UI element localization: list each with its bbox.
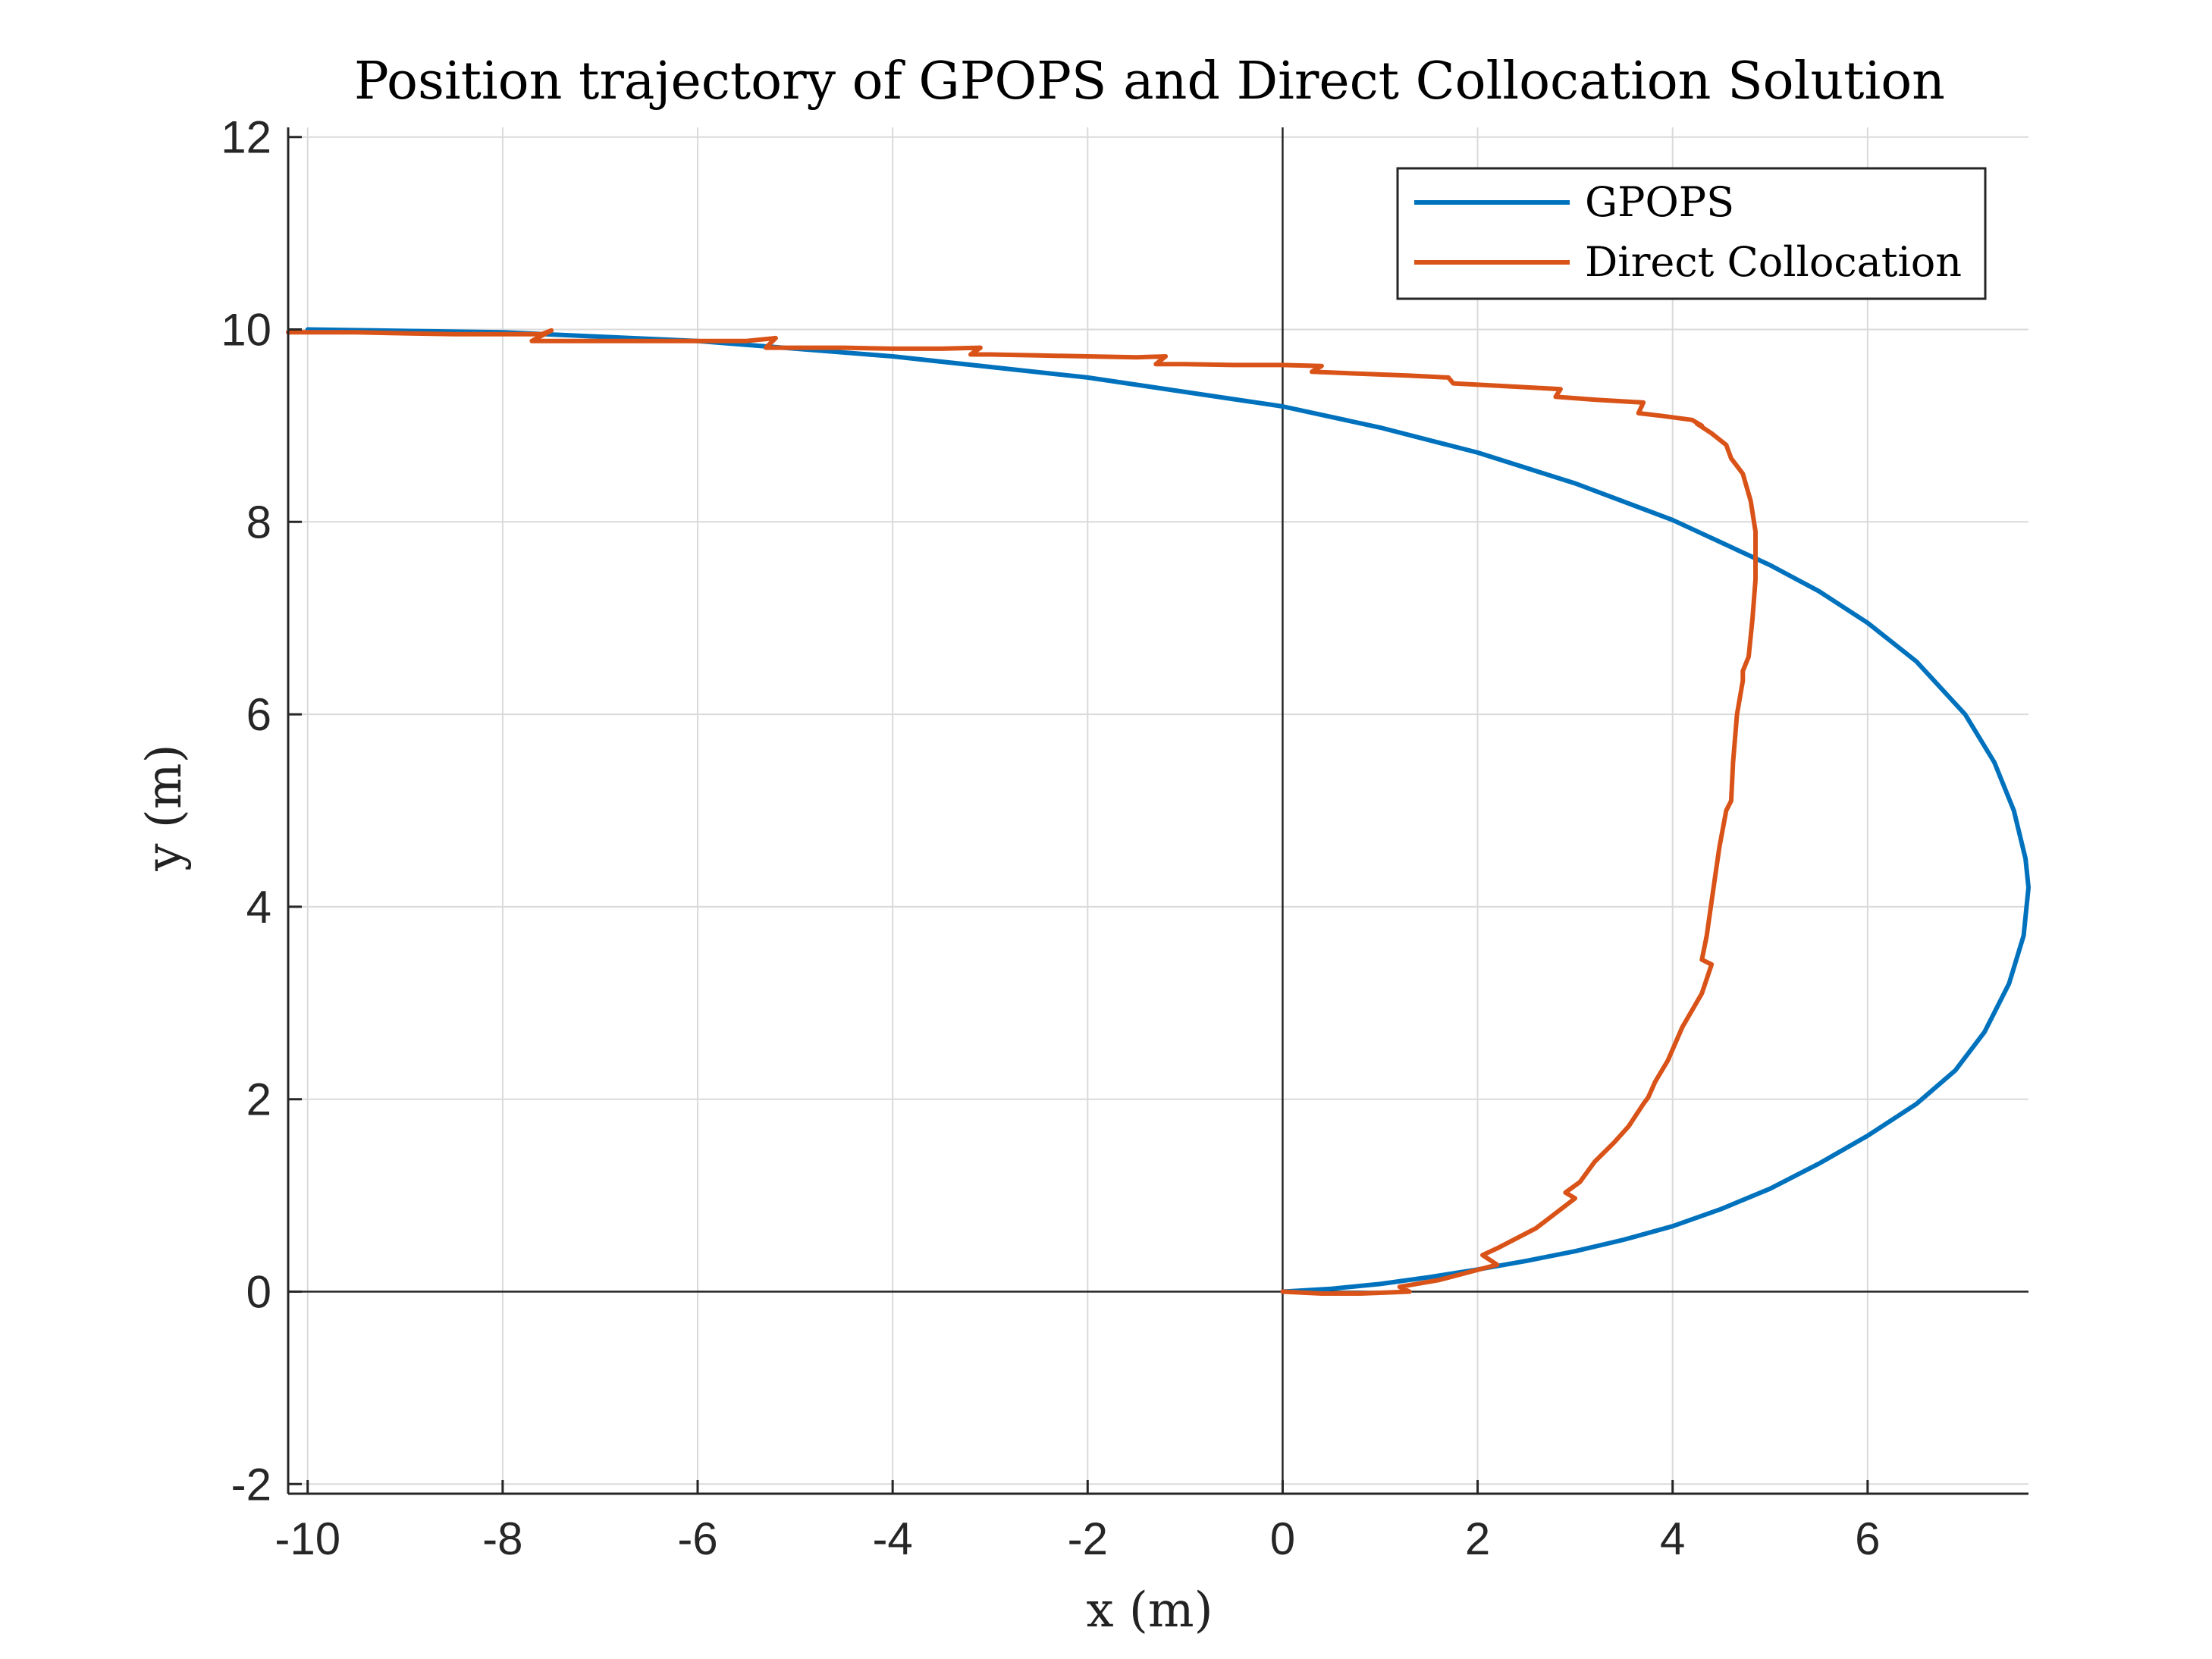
series-line-gpops — [305, 327, 2031, 1294]
y-tick-label: 10 — [221, 304, 271, 355]
x-tick-label: 0 — [1270, 1513, 1295, 1564]
legend-label-gpops: GPOPS — [1585, 178, 1734, 226]
plot-area: -10 -8 -6 -4 -2 0 2 4 6 -2 0 2 4 6 8 10 12 — [221, 112, 2031, 1564]
x-tick-label: 6 — [1855, 1513, 1880, 1564]
x-axis-label: x (m) — [1086, 1582, 1213, 1639]
y-tick-label: 12 — [221, 112, 271, 163]
legend: GPOPS Direct Collocation — [1396, 167, 1987, 300]
x-tick-label: 2 — [1465, 1513, 1490, 1564]
y-tick-label: -2 — [231, 1459, 271, 1510]
y-tick-labels: -2 0 2 4 6 8 10 12 — [221, 112, 271, 1510]
x-tick-label: 4 — [1660, 1513, 1685, 1564]
chart-title: Position trajectory of GPOPS and Direct … — [354, 52, 1945, 111]
legend-label-direct-collocation: Direct Collocation — [1585, 238, 1962, 286]
x-tick-labels: -10 -8 -6 -4 -2 0 2 4 6 — [275, 1513, 1880, 1564]
x-tick-label: -10 — [275, 1513, 340, 1564]
series-layer — [286, 327, 2031, 1296]
zero-lines — [288, 127, 2028, 1494]
y-tick-label: 6 — [246, 689, 271, 740]
y-tick-label: 4 — [246, 882, 271, 933]
y-tick-label: 8 — [246, 497, 271, 547]
series-line-direct-collocation — [286, 328, 1758, 1296]
x-tick-label: -2 — [1068, 1513, 1108, 1564]
tick-marks — [288, 136, 1869, 1494]
axes-frame — [287, 127, 2028, 1495]
y-tick-label: 0 — [246, 1267, 271, 1318]
legend-box — [1396, 167, 1987, 300]
y-tick-label: 2 — [246, 1074, 271, 1125]
x-tick-label: -6 — [677, 1513, 717, 1564]
x-tick-label: -8 — [482, 1513, 522, 1564]
y-axis-label: y (m) — [136, 744, 193, 871]
x-tick-label: -4 — [872, 1513, 912, 1564]
